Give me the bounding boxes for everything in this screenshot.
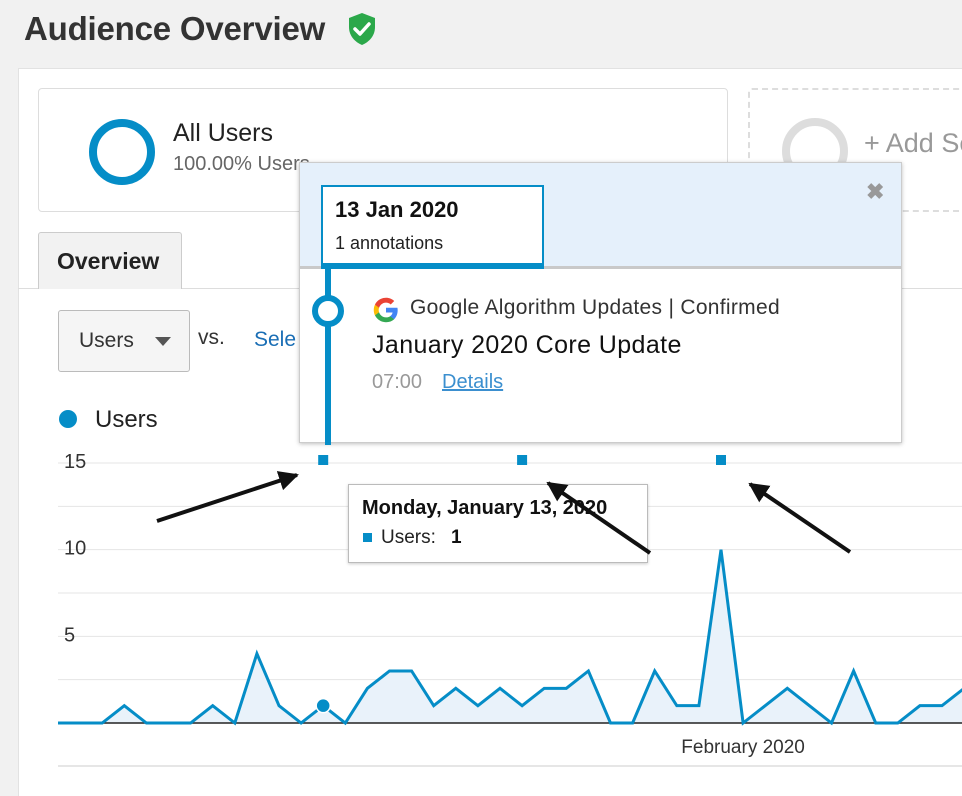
legend-label: Users [95, 406, 158, 433]
vs-label: vs. [198, 326, 225, 349]
metric-dropdown-value: Users [79, 329, 134, 352]
annotation-header: 13 Jan 2020 1 annotations ✖ [300, 163, 901, 269]
close-icon[interactable]: ✖ [866, 179, 885, 204]
google-logo-icon [373, 297, 398, 323]
select-metric-link[interactable]: Sele [254, 328, 297, 351]
annotation-popup: 13 Jan 2020 1 annotations ✖ Google Algor… [299, 162, 902, 445]
tab-overview[interactable]: Overview [38, 232, 182, 289]
segment-percent: 100.00% Users [173, 153, 310, 175]
tooltip-date: Monday, January 13, 2020 [362, 497, 608, 519]
annotation-count: 1 annotations [335, 233, 444, 253]
annotation-marker [318, 455, 329, 465]
y-tick-label: 10 [64, 538, 86, 560]
chart-tooltip: Monday, January 13, 2020 Users: 1 [348, 484, 648, 563]
verified-shield-icon [349, 13, 375, 45]
legend-dot-icon [59, 410, 77, 428]
annotation-timeline-node [312, 295, 344, 327]
metric-dropdown[interactable]: Users [58, 310, 190, 372]
series-area [58, 549, 962, 723]
segment-ring-icon [89, 119, 155, 185]
annotation-marker [716, 455, 726, 465]
annotation-timeline [325, 269, 331, 445]
annotation-marker [517, 455, 528, 465]
tooltip-series-swatch [363, 533, 372, 542]
annotation-title: January 2020 Core Update [372, 331, 682, 359]
add-segment-label: + Add Se [864, 128, 962, 158]
highlighted-data-point [315, 697, 331, 714]
tab-overview-label: Overview [57, 248, 160, 274]
tooltip-metric-value: 1 [451, 527, 462, 548]
annotation-date: 13 Jan 2020 [335, 197, 459, 222]
annotation-source: Google Algorithm Updates | Confirmed [410, 296, 780, 319]
y-tick-label: 15 [64, 451, 86, 473]
annotation-time: 07:00 [372, 371, 423, 393]
segment-name: All Users [173, 119, 274, 147]
tooltip-metric-label: Users: [381, 527, 436, 548]
x-tick-label: February 2020 [681, 737, 805, 758]
annotation-date-tab[interactable]: 13 Jan 2020 1 annotations [321, 185, 544, 269]
caret-down-icon [155, 337, 171, 346]
annotation-details-link[interactable]: Details [442, 371, 504, 393]
page-title: Audience Overview [24, 10, 326, 47]
y-tick-label: 5 [64, 624, 75, 646]
series-line-users [58, 549, 962, 726]
